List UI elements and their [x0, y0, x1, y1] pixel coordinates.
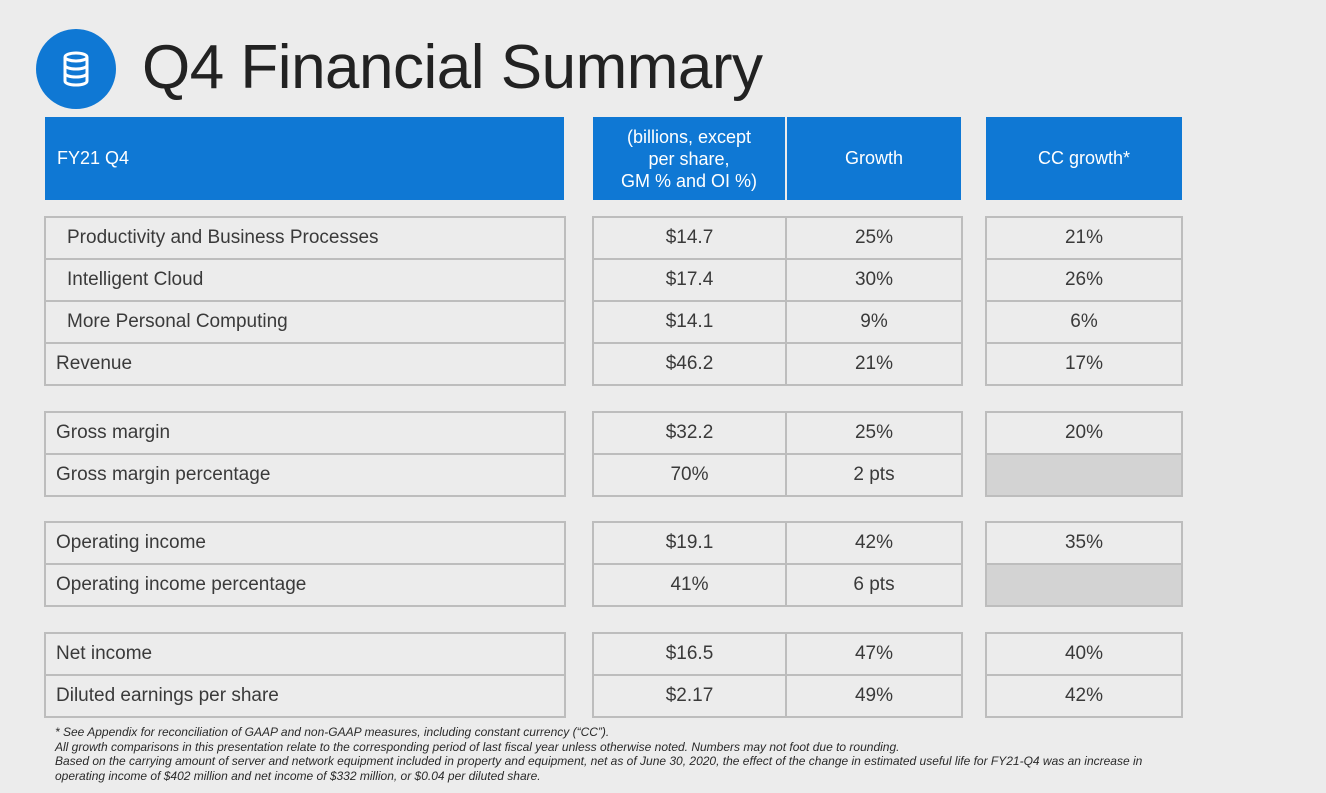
row-growth: 21%	[785, 342, 963, 386]
row-value: $19.1	[592, 521, 787, 565]
row-label: Diluted earnings per share	[44, 674, 566, 718]
row-growth: 9%	[785, 300, 963, 344]
row-label: Productivity and Business Processes	[44, 216, 566, 260]
row-value: $14.7	[592, 216, 787, 260]
row-label: Operating income percentage	[44, 563, 566, 607]
row-growth: 25%	[785, 216, 963, 260]
footnote-line: operating income of $402 million and net…	[55, 768, 541, 783]
header-value-line3: GM % and OI %)	[620, 170, 758, 191]
footnote-line: * See Appendix for reconciliation of GAA…	[55, 725, 610, 739]
row-value: $2.17	[592, 674, 787, 718]
footnote-line: All growth comparisons in this presentat…	[55, 739, 900, 754]
footnote-line: Based on the carrying amount of server a…	[55, 754, 1143, 768]
row-label: Gross margin percentage	[44, 453, 566, 497]
row-label: Intelligent Cloud	[44, 258, 566, 302]
header-value-column: (billions, except per share, GM % and OI…	[593, 117, 785, 200]
row-growth: 2 pts	[785, 453, 963, 497]
row-growth: 49%	[785, 674, 963, 718]
header-label: FY21 Q4	[45, 117, 564, 200]
footnotes: * See Appendix for reconciliation of GAA…	[55, 725, 1255, 783]
row-value: $14.1	[592, 300, 787, 344]
row-cc-growth-empty	[985, 453, 1183, 497]
row-cc-growth-empty	[985, 563, 1183, 607]
row-growth: 47%	[785, 632, 963, 676]
row-cc-growth: 35%	[985, 521, 1183, 565]
database-icon	[36, 29, 116, 109]
row-label: Revenue	[44, 342, 566, 386]
row-cc-growth: 26%	[985, 258, 1183, 302]
row-label: Gross margin	[44, 411, 566, 455]
row-label: Net income	[44, 632, 566, 676]
row-cc-growth: 42%	[985, 674, 1183, 718]
row-value: $17.4	[592, 258, 787, 302]
header-value-line1: (billions, except	[626, 126, 752, 147]
row-cc-growth: 21%	[985, 216, 1183, 260]
row-growth: 25%	[785, 411, 963, 455]
row-value: $32.2	[592, 411, 787, 455]
row-value: $16.5	[592, 632, 787, 676]
row-cc-growth: 17%	[985, 342, 1183, 386]
row-label: More Personal Computing	[44, 300, 566, 344]
row-value: 41%	[592, 563, 787, 607]
row-cc-growth: 6%	[985, 300, 1183, 344]
row-label: Operating income	[44, 521, 566, 565]
row-value: $46.2	[592, 342, 787, 386]
row-growth: 30%	[785, 258, 963, 302]
row-value: 70%	[592, 453, 787, 497]
page-title: Q4 Financial Summary	[142, 33, 763, 102]
row-cc-growth: 20%	[985, 411, 1183, 455]
row-cc-growth: 40%	[985, 632, 1183, 676]
header-growth-column: Growth	[787, 117, 961, 200]
header-cc-growth-column: CC growth*	[986, 117, 1182, 200]
row-growth: 42%	[785, 521, 963, 565]
row-growth: 6 pts	[785, 563, 963, 607]
header-value-line2: per share,	[648, 148, 730, 169]
